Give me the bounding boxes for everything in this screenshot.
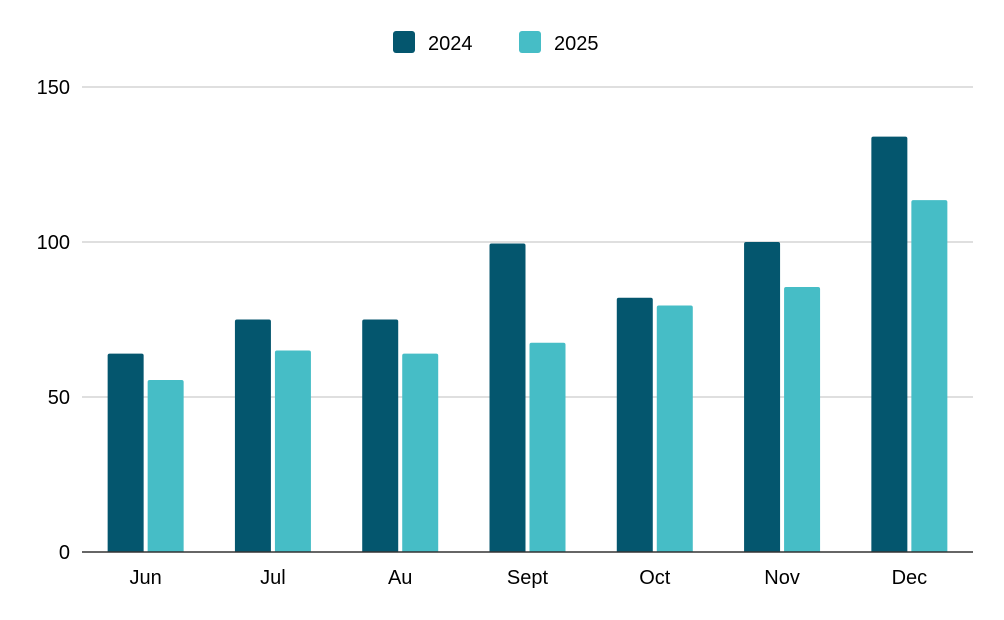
- bar-2024-Sept: [489, 243, 526, 553]
- bar-2025-Jul: [274, 350, 311, 552]
- x-tick-label: Sept: [507, 567, 549, 589]
- legend-label-2025: 2025: [554, 33, 599, 55]
- bars: [107, 136, 948, 553]
- x-axis-labels: Jun Jul Au Sept Oct Nov Dec: [130, 567, 928, 589]
- bar-2025-Oct: [656, 305, 693, 552]
- x-tick-label: Nov: [764, 567, 800, 589]
- bar-2025-Jun: [147, 379, 184, 552]
- legend-swatch-2025: [519, 31, 541, 53]
- y-tick-label: 50: [48, 387, 70, 409]
- bar-2024-Dec: [871, 136, 908, 552]
- y-tick-label: 0: [59, 542, 70, 564]
- bar-2024-Au: [362, 319, 399, 552]
- x-tick-label: Dec: [892, 567, 928, 589]
- gridlines: [82, 86, 973, 398]
- bar-2025-Sept: [529, 342, 566, 552]
- bar-2025-Au: [402, 353, 439, 552]
- bar-2024-Jun: [107, 353, 144, 552]
- bar-2024-Jul: [234, 319, 271, 552]
- x-tick-label: Oct: [639, 567, 671, 589]
- y-axis-ticks: 0 50 100 150: [37, 77, 70, 564]
- legend-label-2024: 2024: [428, 33, 473, 55]
- x-tick-label: Jun: [130, 567, 162, 589]
- x-tick-label: Jul: [260, 567, 286, 589]
- y-tick-label: 100: [37, 232, 70, 254]
- legend-swatch-2024: [393, 31, 415, 53]
- bar-2025-Dec: [911, 200, 948, 552]
- legend: 2024 2025: [393, 31, 599, 55]
- x-tick-label: Au: [388, 567, 412, 589]
- bar-2024-Nov: [744, 242, 781, 552]
- y-tick-label: 150: [37, 77, 70, 99]
- bar-2025-Nov: [784, 286, 821, 552]
- bar-2024-Oct: [616, 297, 653, 552]
